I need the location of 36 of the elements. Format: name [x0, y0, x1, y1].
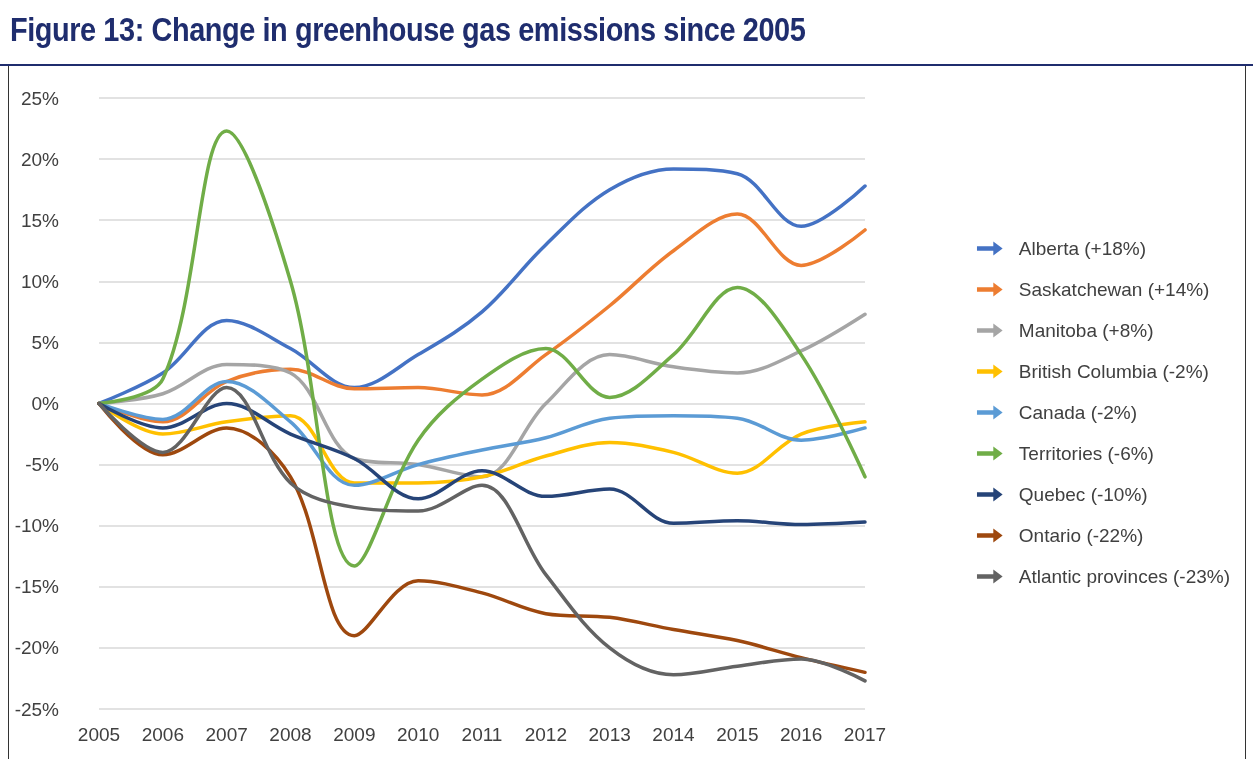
- x-tick-label: 2005: [77, 724, 121, 745]
- y-tick-label: -5%: [25, 454, 60, 476]
- y-tick-label: 10%: [20, 270, 60, 292]
- x-tick-label: 2016: [780, 724, 823, 745]
- x-tick-label: 2008: [269, 724, 312, 745]
- y-tick-label: -10%: [14, 515, 60, 537]
- x-tick-label: 2007: [205, 724, 248, 745]
- line-series: [97, 379, 867, 488]
- legend-label: Alberta (+18%): [1018, 238, 1147, 259]
- y-tick-label: 20%: [20, 148, 60, 170]
- y-tick-label: 15%: [20, 209, 60, 231]
- legend-label: British Columbia (-2%): [1018, 361, 1209, 382]
- y-tick-label: -25%: [14, 698, 60, 720]
- x-tick-label: 2015: [716, 724, 759, 745]
- legend-label: Canada (-2%): [1018, 402, 1138, 423]
- x-tick-label: 2014: [652, 724, 696, 745]
- x-tick-label: 2011: [461, 724, 503, 745]
- x-tick-label: 2012: [524, 724, 567, 745]
- y-tick-label: 5%: [31, 331, 60, 353]
- x-tick-label: 2009: [333, 724, 376, 745]
- legend-label: Territories (-6%): [1018, 443, 1154, 464]
- x-tick-label: 2010: [397, 724, 440, 745]
- x-tick-label: 2006: [141, 724, 184, 745]
- chart-title: Figure 13: Change in greenhouse gas emissions since 2005: [10, 10, 806, 49]
- legend-label: Saskatchewan (+14%): [1018, 279, 1210, 300]
- y-tick-label: 0%: [31, 393, 60, 414]
- x-tick-label: 2013: [588, 724, 631, 745]
- legend-label: Quebec (-10%): [1018, 484, 1148, 505]
- line-series: [97, 401, 867, 527]
- legend-label: Ontario (-22%): [1018, 525, 1144, 546]
- y-tick-label: -20%: [14, 637, 60, 659]
- y-tick-label: 25%: [20, 87, 60, 109]
- y-tick-label: -15%: [14, 576, 60, 598]
- legend-label: Atlantic provinces (-23%): [1018, 566, 1231, 587]
- x-tick-label: 2017: [843, 724, 887, 745]
- legend-label: Manitoba (+8%): [1018, 320, 1154, 341]
